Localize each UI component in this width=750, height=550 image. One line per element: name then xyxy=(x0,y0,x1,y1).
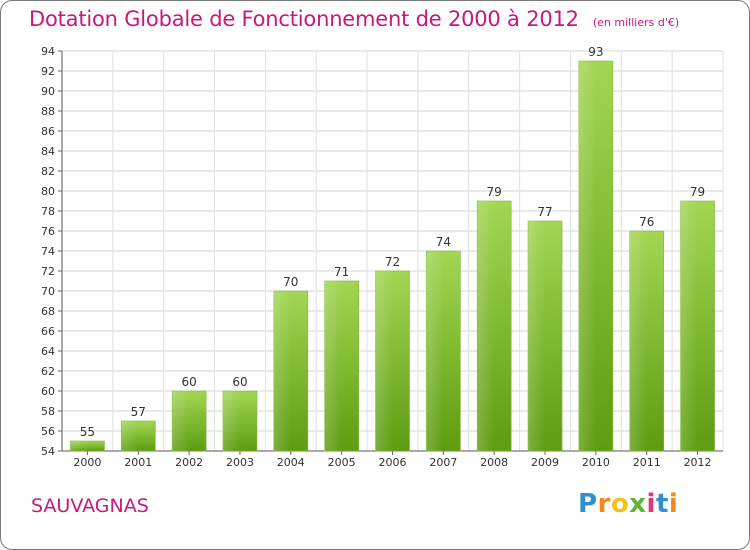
bar-group xyxy=(578,60,614,452)
x-tick-label: 2005 xyxy=(328,456,356,469)
y-tick-label: 74 xyxy=(41,245,55,258)
bar-group xyxy=(273,290,309,452)
y-tick-label: 56 xyxy=(41,425,55,438)
y-tick-label: 88 xyxy=(41,105,55,118)
x-tick-label: 2006 xyxy=(379,456,407,469)
bar-group xyxy=(70,440,105,452)
y-tick-label: 72 xyxy=(41,265,55,278)
bar-value-label: 55 xyxy=(80,425,95,439)
bar-highlight xyxy=(273,291,291,451)
y-tick-label: 66 xyxy=(41,325,55,338)
label-layer: 55 57 60 60 70 71 72 74 79 77 93 76 79 xyxy=(80,45,705,439)
bar-highlight xyxy=(578,61,596,451)
x-tick-label: 2004 xyxy=(277,456,305,469)
bar-value-label: 72 xyxy=(385,255,400,269)
y-tick-label: 58 xyxy=(41,405,55,418)
y-tick-label: 86 xyxy=(41,125,55,138)
bar-group xyxy=(324,280,359,452)
bar-group xyxy=(375,270,410,452)
bar-highlight xyxy=(426,251,444,451)
bar-value-label: 60 xyxy=(232,375,247,389)
bar-layer xyxy=(70,60,715,452)
bar-highlight xyxy=(528,221,546,451)
y-tick-label: 54 xyxy=(41,445,55,458)
bar-group xyxy=(527,220,563,452)
x-tick-label: 2002 xyxy=(175,456,203,469)
bar-highlight xyxy=(70,441,88,451)
x-tick-label: 2012 xyxy=(684,456,712,469)
commune-name: SAUVAGNAS xyxy=(31,495,149,517)
bar-group xyxy=(629,230,665,452)
bar-value-label: 74 xyxy=(436,235,451,249)
title-row: Dotation Globale de Fonctionnement de 20… xyxy=(29,7,679,31)
chart-title: Dotation Globale de Fonctionnement de 20… xyxy=(29,7,579,31)
bar-highlight xyxy=(121,421,139,451)
y-tick-label: 64 xyxy=(41,345,55,358)
bar-highlight xyxy=(324,281,342,451)
bar-value-label: 70 xyxy=(283,275,298,289)
y-tick-label: 82 xyxy=(41,165,55,178)
bar-value-label: 57 xyxy=(131,405,146,419)
x-tick-label: 2007 xyxy=(429,456,457,469)
bar-highlight xyxy=(680,201,698,451)
bar-group xyxy=(222,390,258,452)
bar-group xyxy=(680,200,715,452)
bar-highlight xyxy=(172,391,190,451)
x-tick-label: 2000 xyxy=(73,456,101,469)
axis-layer: 54 56 58 60 62 64 66 68 70 72 74 76 78 80 82 84 86 88 90 92… xyxy=(41,45,723,469)
bar-highlight xyxy=(222,391,240,451)
y-tick-label: 62 xyxy=(41,365,55,378)
chart-subtitle: (en milliers d'€) xyxy=(592,16,680,29)
bar-group xyxy=(476,200,512,452)
bar-value-label: 77 xyxy=(537,205,552,219)
x-tick-label: 2008 xyxy=(480,456,508,469)
bar-value-label: 79 xyxy=(690,185,705,199)
bar-value-label: 79 xyxy=(487,185,502,199)
bar-value-label: 76 xyxy=(639,215,654,229)
x-tick-label: 2011 xyxy=(633,456,661,469)
y-tick-label: 94 xyxy=(41,45,55,58)
bar-group xyxy=(426,250,461,452)
y-tick-label: 80 xyxy=(41,185,55,198)
y-tick-label: 84 xyxy=(41,145,55,158)
proxiti-logo[interactable]: Proxiti xyxy=(578,489,679,519)
y-tick-label: 68 xyxy=(41,305,55,318)
bar-highlight xyxy=(629,231,647,451)
y-tick-label: 78 xyxy=(41,205,55,218)
bar-group xyxy=(171,390,207,452)
x-tick-label: 2009 xyxy=(531,456,559,469)
bar-highlight xyxy=(375,271,393,451)
y-tick-label: 92 xyxy=(41,65,55,78)
bar-value-label: 93 xyxy=(588,45,603,59)
y-tick-label: 60 xyxy=(41,385,55,398)
y-tick-label: 90 xyxy=(41,85,55,98)
bar-highlight xyxy=(477,201,495,451)
bar-value-label: 60 xyxy=(181,375,196,389)
x-tick-label: 2010 xyxy=(582,456,610,469)
y-tick-label: 76 xyxy=(41,225,55,238)
bar-value-label: 71 xyxy=(334,265,349,279)
bar-group xyxy=(120,420,156,452)
x-tick-label: 2001 xyxy=(124,456,152,469)
y-tick-label: 70 xyxy=(41,285,55,298)
x-tick-label: 2003 xyxy=(226,456,254,469)
